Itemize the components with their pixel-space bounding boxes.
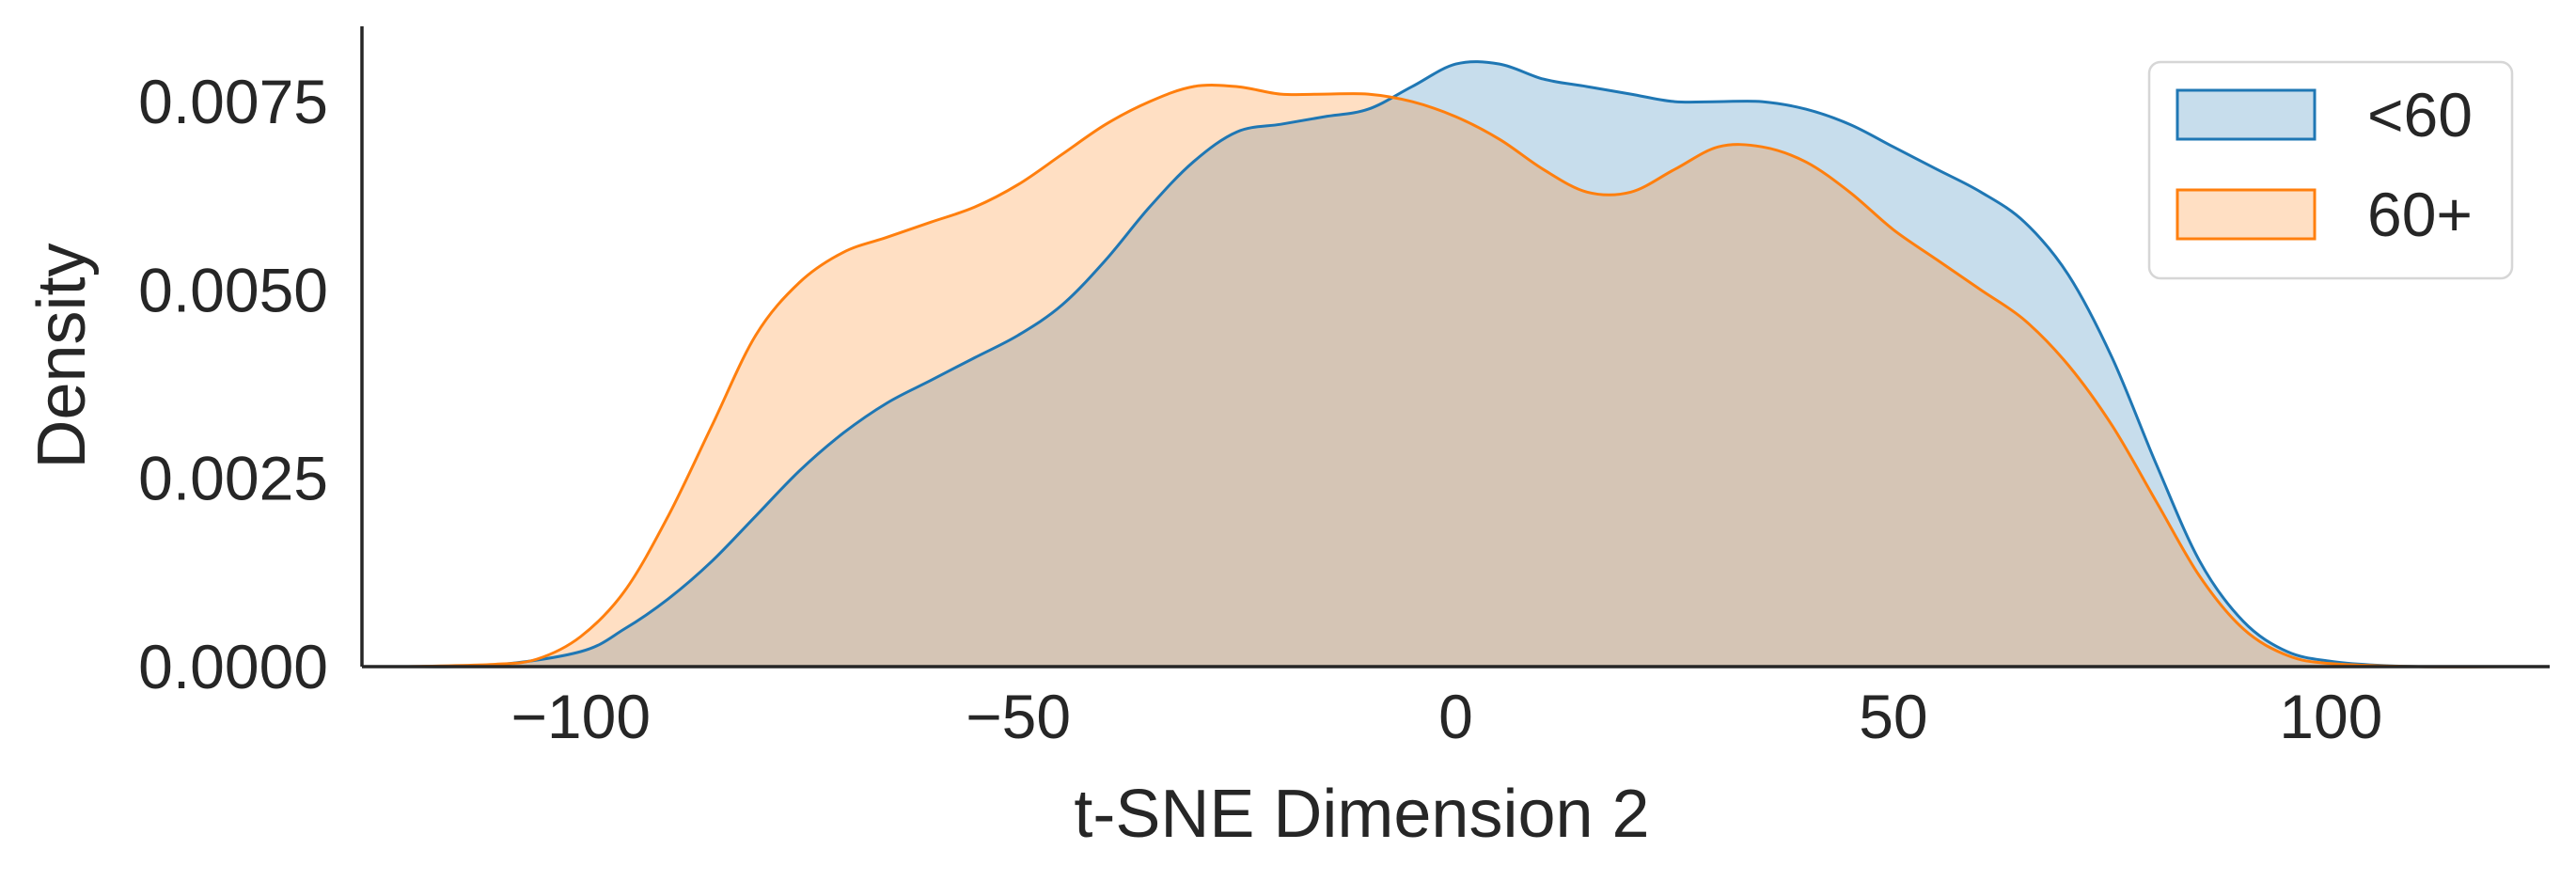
y-tick-label: 0.0025 [138, 444, 328, 513]
legend-swatch-series-1 [2175, 188, 2317, 241]
y-tick-label: 0.0050 [138, 255, 328, 324]
legend-label-series-0: <60 [2367, 80, 2473, 149]
x-tick-label: 100 [2279, 682, 2382, 751]
density-area-series-1 [405, 85, 2506, 668]
density-area-series-0 [405, 61, 2506, 668]
x-tick-label: 0 [1438, 682, 1473, 751]
legend-swatch-series-0 [2175, 88, 2317, 141]
legend-box [2147, 60, 2514, 280]
y-axis-title: Density [24, 243, 100, 468]
x-tick-label: −50 [966, 682, 1071, 751]
y-tick-label: 0.0075 [138, 67, 328, 136]
density-line-series-1 [405, 84, 2506, 669]
density-line-series-0 [405, 60, 2506, 669]
legend-label-series-1: 60+ [2367, 180, 2473, 249]
x-axis-title: t-SNE Dimension 2 [1074, 777, 1649, 852]
y-tick-label: 0.0000 [138, 632, 328, 701]
x-tick-label: 50 [1859, 682, 1927, 751]
x-tick-label: −100 [510, 682, 651, 751]
plot-area [405, 60, 2506, 669]
axes: −100 −50 0 50 100 0.0000 0.0025 0.0050 0.0075 t-S… [24, 26, 2550, 852]
